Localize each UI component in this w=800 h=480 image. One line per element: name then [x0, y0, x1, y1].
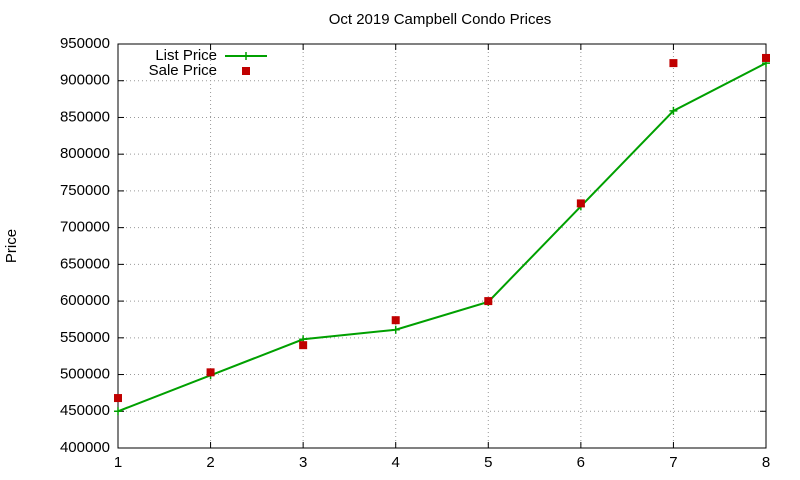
- y-tick-label: 550000: [60, 329, 110, 346]
- data-point: [391, 316, 400, 325]
- chart-title: Oct 2019 Campbell Condo Prices: [329, 11, 552, 28]
- y-axis-label: Price: [3, 229, 20, 263]
- legend-label: List Price: [155, 47, 217, 64]
- y-tick-label: 950000: [60, 35, 110, 52]
- data-point: [484, 297, 493, 306]
- legend-label: Sale Price: [149, 62, 217, 79]
- x-tick-label: 4: [392, 454, 400, 471]
- series-line: [117, 62, 767, 413]
- y-tick-label: 650000: [60, 255, 110, 272]
- x-tick-label: 6: [577, 454, 585, 471]
- y-tick-label: 700000: [60, 219, 110, 236]
- x-tick-label: 7: [669, 454, 677, 471]
- x-tick-label: 8: [762, 454, 770, 471]
- data-point: [669, 59, 678, 68]
- y-tick-label: 850000: [60, 108, 110, 125]
- data-point: [299, 341, 308, 350]
- x-tick-label: 2: [206, 454, 214, 471]
- data-point: [762, 53, 770, 62]
- data-point: [576, 199, 585, 208]
- y-tick-label: 750000: [60, 182, 110, 199]
- data-point: [391, 325, 400, 334]
- y-tick-label: 500000: [60, 366, 110, 383]
- data-point: [206, 368, 215, 377]
- y-tick-label: 600000: [60, 292, 110, 309]
- legend-marker: [242, 67, 250, 75]
- x-tick-label: 1: [114, 454, 122, 471]
- x-tick-label: 5: [484, 454, 492, 471]
- legend-marker: [242, 52, 250, 60]
- y-tick-label: 900000: [60, 72, 110, 89]
- data-point: [114, 394, 122, 403]
- data-point: [669, 106, 678, 115]
- y-tick-label: 400000: [60, 439, 110, 456]
- y-tick-label: 450000: [60, 402, 110, 419]
- data-point: [114, 407, 122, 416]
- x-tick-label: 3: [299, 454, 307, 471]
- plot-frame: [117, 43, 767, 449]
- y-tick-label: 800000: [60, 145, 110, 162]
